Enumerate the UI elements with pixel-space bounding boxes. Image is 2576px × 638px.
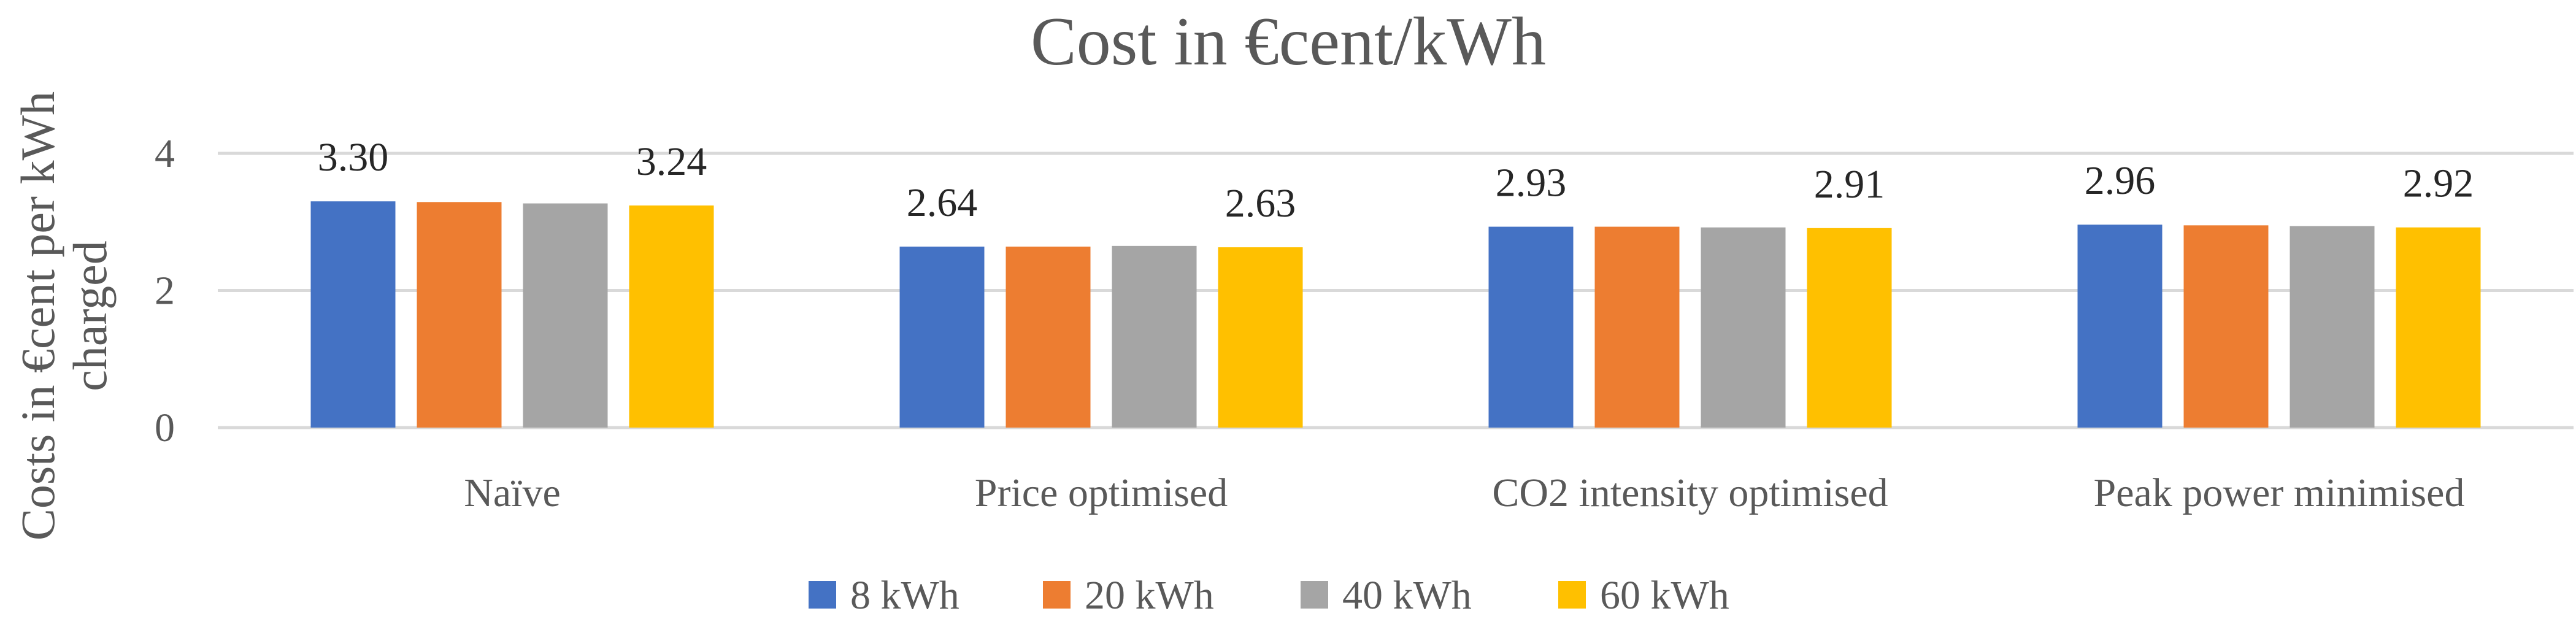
bar-3-1 (1488, 226, 1574, 428)
bar-1-2 (417, 202, 502, 428)
data-label: 2.64 (907, 180, 978, 225)
data-label: 2.93 (1496, 161, 1567, 206)
legend-label-1: 8 kWh (850, 573, 959, 618)
legend: 8 kWh 20 kWh 40 kWh 60 kWh (809, 573, 1729, 618)
y-axis-title-line: charged (63, 240, 117, 391)
y-tick-label: 2 (155, 269, 175, 313)
data-label: 2.63 (1225, 181, 1296, 226)
y-axis-ticks: 0 2 4 (155, 131, 175, 450)
gridlines (218, 152, 2574, 429)
data-label: 3.24 (636, 139, 707, 184)
bar-3-4 (1807, 228, 1892, 428)
category-label: Naïve (464, 471, 561, 515)
category-label: Peak power minimised (2094, 471, 2465, 515)
bar-3-2 (1594, 226, 1680, 428)
bar-4-3 (2290, 226, 2375, 428)
legend-swatch-1 (809, 581, 836, 609)
legend-label-2: 20 kWh (1085, 573, 1214, 618)
legend-label-4: 60 kWh (1600, 573, 1729, 618)
data-label: 3.30 (318, 135, 389, 180)
bar-2-3 (1112, 245, 1197, 428)
bar-2-4 (1218, 247, 1303, 428)
bar-2-1 (899, 246, 985, 428)
bar-4-2 (2183, 225, 2269, 428)
bar-1-3 (523, 203, 608, 428)
legend-swatch-3 (1301, 581, 1328, 609)
bar-2-2 (1005, 246, 1091, 428)
x-axis-categories: Naïve Price optimised CO2 intensity optimi… (464, 471, 2464, 515)
bar-3-3 (1701, 227, 1786, 428)
y-tick-label: 4 (155, 131, 175, 176)
data-label: 2.96 (2085, 158, 2156, 203)
y-tick-label: 0 (155, 405, 175, 450)
bar-1-1 (310, 201, 396, 428)
category-label: Price optimised (975, 471, 1228, 515)
legend-swatch-2 (1043, 581, 1071, 609)
bar-1-4 (629, 205, 714, 428)
bar-4-1 (2077, 225, 2163, 428)
data-label: 2.91 (1814, 162, 1885, 207)
legend-label-3: 40 kWh (1342, 573, 1472, 618)
y-axis-title-line: Costs in €cent per kWh (11, 91, 64, 540)
data-labels: 3.30 3.24 2.64 2.63 2.93 2.91 2.96 2.92 (318, 135, 2474, 226)
bars (310, 201, 2481, 428)
bar-4-4 (2396, 227, 2481, 428)
category-label: CO2 intensity optimised (1492, 471, 1888, 515)
data-label: 2.92 (2403, 161, 2474, 206)
legend-swatch-4 (1558, 581, 1586, 609)
chart-title: Cost in €cent/kWh (1031, 4, 1546, 80)
